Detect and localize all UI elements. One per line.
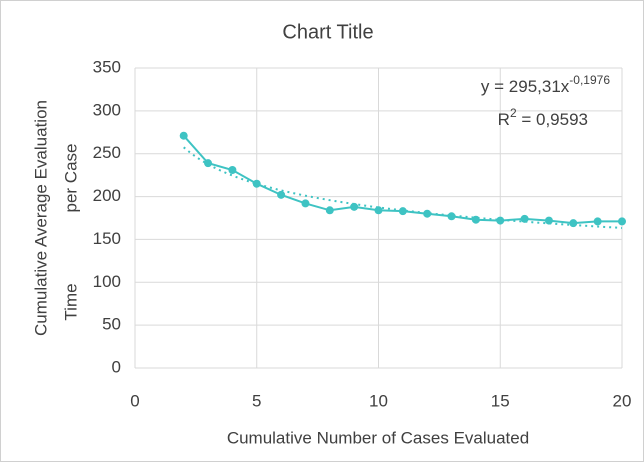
data-point (374, 206, 383, 215)
r2-power: 2 (510, 106, 517, 120)
data-point (544, 216, 553, 225)
data-point (593, 217, 602, 226)
r2-value: = 0,9593 (517, 110, 588, 129)
y-axis-label: Time (61, 283, 80, 320)
data-point (350, 202, 359, 211)
y-tick-label: 350 (93, 57, 121, 76)
data-point (471, 215, 480, 224)
data-point (618, 217, 626, 226)
data-point (204, 159, 213, 168)
y-tick-label: 150 (93, 229, 121, 248)
chart-title: Chart Title (282, 21, 373, 43)
data-point (447, 212, 456, 221)
data-point (423, 209, 432, 218)
data-point (179, 131, 188, 140)
data-point (277, 190, 286, 199)
data-point (252, 179, 261, 188)
trendline-equation: y = 295,31x-0,1976 (481, 73, 610, 96)
x-tick-label: 0 (130, 391, 139, 410)
x-tick-label: 20 (613, 391, 632, 410)
y-axis-label: Cumulative Average Evaluation (31, 100, 50, 336)
data-point (301, 199, 310, 208)
r2-symbol: R (498, 110, 510, 129)
x-axis-label: Cumulative Number of Cases Evaluated (227, 428, 529, 447)
data-point (228, 166, 237, 174)
equation-exponent: -0,1976 (569, 73, 610, 87)
x-tick-label: 15 (491, 391, 510, 410)
data-point (325, 206, 334, 215)
y-tick-label: 200 (93, 186, 121, 205)
y-tick-label: 300 (93, 100, 121, 119)
y-tick-label: 50 (102, 315, 121, 334)
x-tick-label: 5 (252, 391, 261, 410)
data-point (398, 207, 407, 216)
equation-text: y = 295,31x (481, 77, 570, 96)
data-point (569, 219, 578, 228)
y-axis-label: per Case (61, 144, 80, 213)
data-point (520, 214, 529, 223)
data-point (496, 216, 505, 225)
y-tick-label: 0 (112, 357, 121, 376)
r-squared: R2 = 0,9593 (498, 106, 588, 129)
y-tick-label: 250 (93, 143, 121, 162)
y-tick-label: 100 (93, 272, 121, 291)
x-tick-label: 10 (369, 391, 388, 410)
